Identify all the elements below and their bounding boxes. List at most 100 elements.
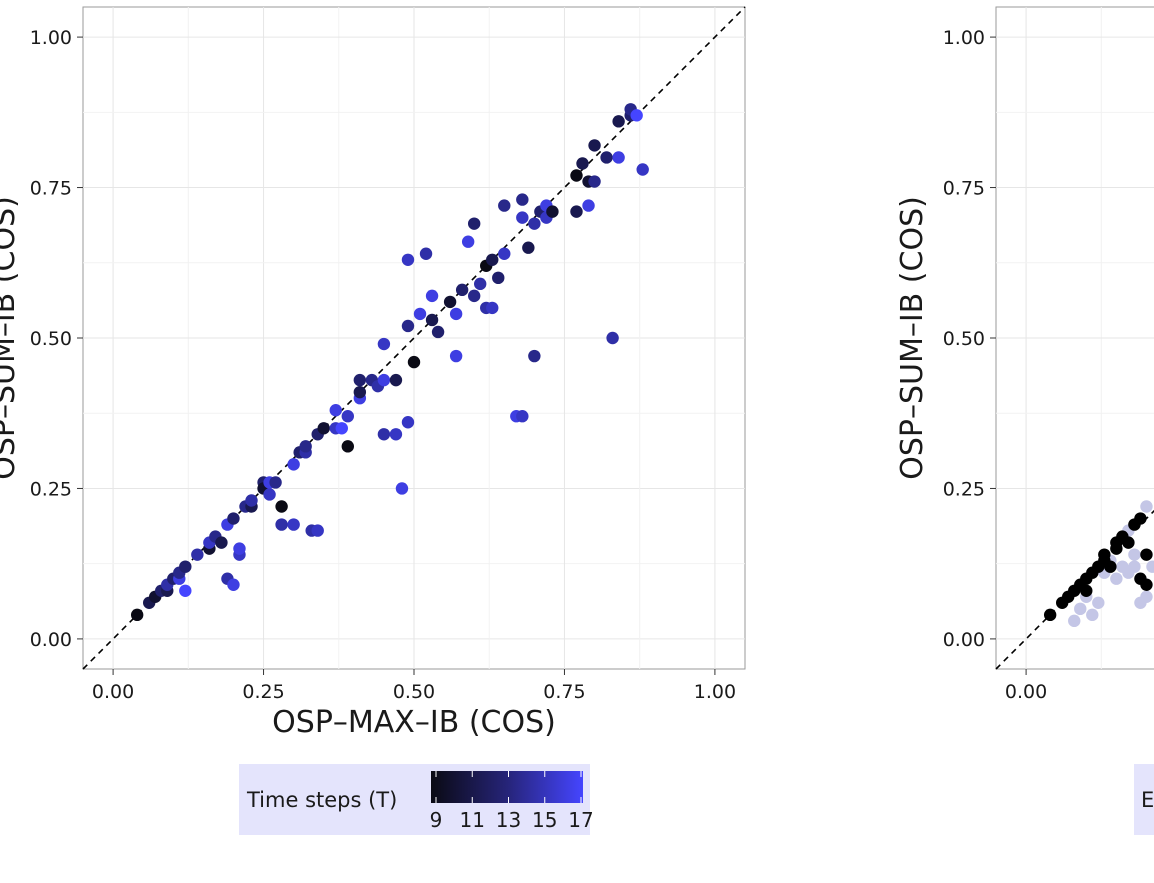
left-y-tick-label: 0.75 [30,178,72,200]
scatter-point [275,500,288,513]
scatter-point [528,349,541,363]
scatter-point-light [1128,560,1141,573]
scatter-point-light [1140,500,1153,513]
scatter-point [570,205,583,218]
scatter-point [449,307,463,321]
scatter-point [449,349,463,363]
scatter-point [353,373,367,387]
scatter-point [215,536,228,549]
scatter-point [130,608,144,622]
scatter-point [311,524,324,537]
scatter-point [191,548,204,561]
scatter-point [455,283,469,297]
scatter-point [413,307,427,321]
scatter-point [233,542,246,555]
left-x-tick-label: 0.00 [92,681,134,703]
scatter-point [227,512,240,525]
scatter-point [431,325,445,339]
scatter-point-light [1086,608,1099,622]
scatter-point [395,482,409,495]
scatter-point [588,175,601,188]
scatter-point [630,109,643,122]
left-y-tick-label: 0.00 [30,629,72,651]
scatter-point [486,301,499,315]
scatter-point [401,416,415,429]
right-legend-label: E [1141,788,1154,812]
scatter-point [377,337,391,351]
scatter-point [377,428,391,441]
scatter-point [492,271,505,285]
right-x-tick-label: 0.00 [1005,681,1047,703]
scatter-point [425,289,439,303]
scatter-point [389,428,403,441]
left-x-axis-title: OSP–MAX–IB (COS) [272,705,556,740]
right-y-ticks: 0.00 0.25 0.50 0.75 1.00 [943,27,996,651]
scatter-point [606,331,619,345]
scatter-point [401,253,415,266]
colorbar-tick-label: 9 [430,808,443,832]
scatter-point [275,518,288,531]
scatter-point [401,319,415,333]
right-y-tick-label: 0.25 [943,478,985,500]
scatter-point [179,584,192,597]
right-points [1043,500,1154,628]
right-y-tick-label: 0.50 [943,328,985,350]
scatter-point [467,217,481,230]
scatter-point [299,440,312,453]
scatter-point [516,211,529,224]
left-points [130,103,649,622]
scatter-point [353,385,367,399]
scatter-point-dark [1080,584,1093,597]
scatter-point-dark [1104,560,1117,573]
left-y-tick-label: 0.50 [30,328,72,350]
left-grid [83,7,745,669]
scatter-point-light [1092,596,1105,609]
scatter-point [425,313,439,327]
scatter-point [528,217,541,230]
scatter-point [287,458,300,471]
scatter-point [570,169,583,182]
scatter-point [498,199,511,212]
scatter-point [576,157,589,170]
scatter-point-light [1140,590,1153,603]
scatter-point-light [1110,572,1123,585]
left-y-tick-label: 0.25 [30,478,72,500]
scatter-point [329,404,342,417]
left-x-tick-label: 1.00 [694,681,736,703]
scatter-point [612,115,625,128]
scatter-point [377,373,391,387]
right-y-tick-label: 1.00 [943,27,985,49]
scatter-point [600,151,613,164]
right-legend-box [1134,764,1154,835]
left-y-ticks: 0.00 0.25 0.50 0.75 1.00 [30,27,83,651]
scatter-point [474,277,487,291]
colorbar-tick-label: 17 [568,808,593,832]
scatter-point [269,476,282,489]
scatter-point [522,241,535,254]
scatter-point [227,578,240,591]
left-y-axis-title: OSP–SUM–IB (COS) [0,196,22,480]
scatter-point [341,410,354,423]
left-colorbar-ticks: 9 11 13 15 17 [430,771,594,832]
scatter-point [467,289,481,303]
scatter-point-dark [1134,512,1147,525]
scatter-point-light [1074,602,1087,616]
left-legend-title: Time steps (T) [246,788,397,812]
scatter-point [498,247,511,260]
scatter-point [341,440,354,453]
scatter-point [486,253,499,266]
scatter-point [263,488,276,501]
left-x-tick-label: 0.50 [393,681,435,703]
scatter-point-dark [1043,608,1057,622]
right-y-tick-label: 0.75 [943,178,985,200]
left-legend: Time steps (T) 9 11 13 15 17 [239,764,594,835]
scatter-point [516,193,529,206]
left-x-ticks: 0.00 0.25 0.50 0.75 1.00 [92,669,736,703]
scatter-point [443,295,457,309]
scatter-point [317,422,330,435]
right-plot: 0.00 0.00 0.25 0.50 0.75 1.00 OSP–SUM–IB (CO… [895,6,1154,835]
scatter-point [582,199,595,212]
left-y-tick-label: 1.00 [30,27,72,49]
left-x-tick-label: 0.25 [242,681,284,703]
